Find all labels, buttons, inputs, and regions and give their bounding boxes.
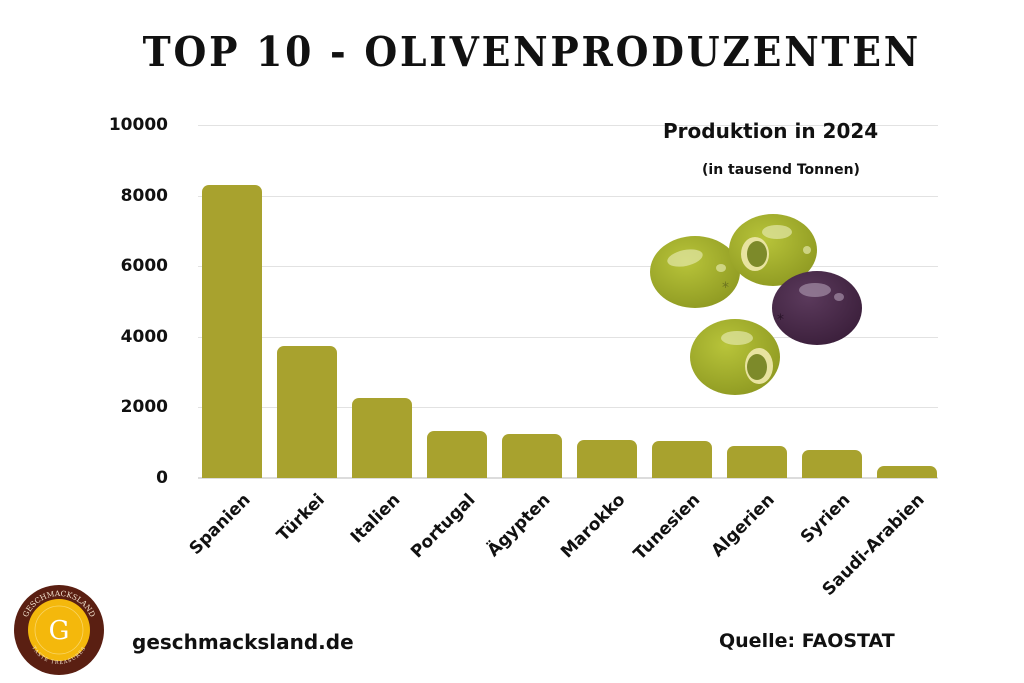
bar-syrien bbox=[802, 450, 862, 478]
gridline bbox=[198, 407, 938, 409]
svg-text:*: * bbox=[777, 312, 784, 328]
x-tick-label: Türkei bbox=[273, 490, 330, 546]
plot-area bbox=[198, 125, 938, 479]
bar-portugal bbox=[427, 430, 487, 478]
bar-spanien bbox=[202, 185, 262, 478]
bar-marokko bbox=[577, 440, 637, 478]
bar-ägypten bbox=[502, 433, 562, 478]
geschmacksland-logo: G GESCHMACKSLAND TASTE TREASURES bbox=[13, 584, 105, 676]
y-tick-label: 2000 bbox=[120, 397, 168, 418]
logo-letter: G bbox=[49, 616, 70, 646]
y-tick-label: 6000 bbox=[120, 256, 168, 277]
annotation-subtitle: (in tausend Tonnen) bbox=[702, 162, 860, 178]
gridline bbox=[198, 266, 938, 268]
source-label: Quelle: FAOSTAT bbox=[719, 630, 895, 652]
gridline bbox=[198, 195, 938, 197]
x-tick-label: Portugal bbox=[406, 490, 480, 563]
chart-title-text: TOP 10 - OLIVENPRODUZENTEN bbox=[142, 28, 922, 76]
x-tick-label: Algerien bbox=[708, 490, 780, 562]
website-link[interactable]: geschmacksland.de bbox=[132, 630, 354, 654]
bar-algerien bbox=[727, 445, 787, 478]
y-tick-label: 4000 bbox=[120, 326, 168, 347]
y-tick-label: 10000 bbox=[108, 115, 168, 135]
x-tick-label: Italien bbox=[346, 490, 405, 548]
svg-text:*: * bbox=[722, 280, 729, 296]
x-axis-baseline bbox=[198, 477, 938, 479]
bar-türkei bbox=[277, 345, 337, 478]
x-tick-label: Marokko bbox=[556, 490, 630, 563]
bar-tunesien bbox=[652, 440, 712, 478]
x-tick-label: Ägypten bbox=[483, 490, 555, 561]
gridline bbox=[198, 125, 938, 126]
x-tick-label: Spanien bbox=[185, 490, 255, 559]
annotation-title: Produktion in 2024 bbox=[663, 119, 879, 143]
bar-saudi-arabien bbox=[877, 466, 937, 478]
x-tick-label: Syrien bbox=[796, 490, 855, 548]
x-tick-label: Tunesien bbox=[629, 490, 705, 565]
y-tick-label: 0 bbox=[156, 468, 168, 488]
gridline bbox=[198, 336, 938, 338]
chart-title: TOP 10 - OLIVENPRODUZENTEN bbox=[42, 28, 984, 76]
bar-italien bbox=[352, 397, 412, 478]
olives-illustration-icon: * * bbox=[645, 210, 865, 410]
y-tick-label: 8000 bbox=[120, 185, 168, 206]
